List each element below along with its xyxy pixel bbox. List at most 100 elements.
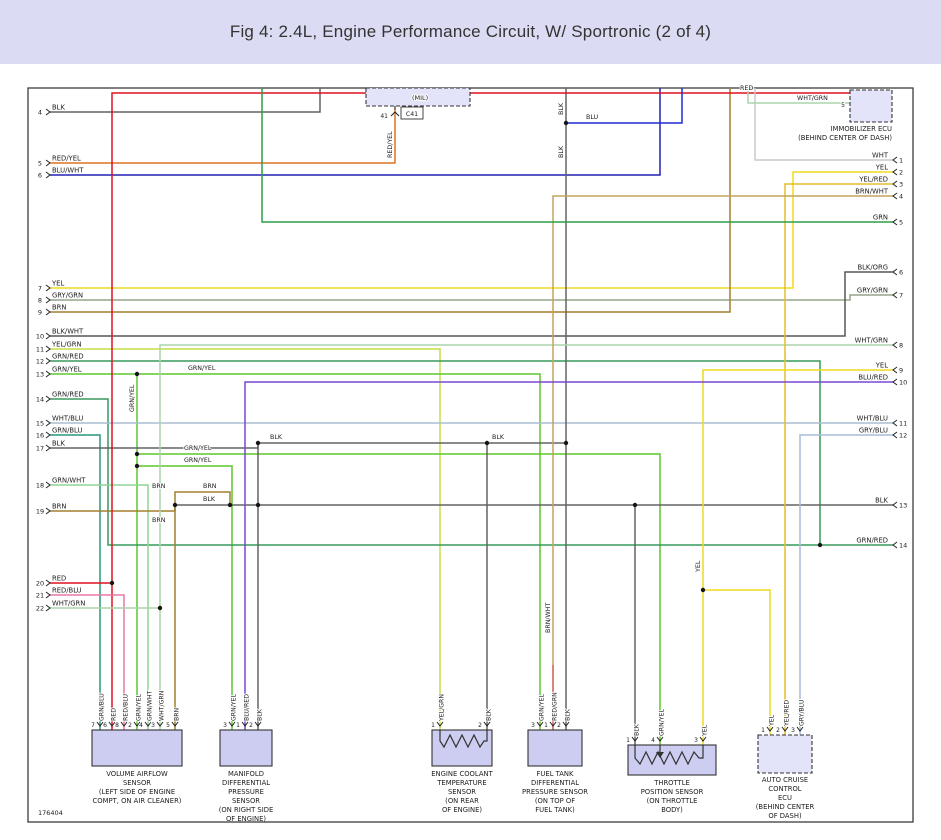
component-wire-label: RED <box>111 708 118 721</box>
component-pin-number: 2 <box>557 722 561 729</box>
right-pin-number: 9 <box>899 367 903 375</box>
component-pin-number: 7 <box>91 722 95 729</box>
wire-BRN <box>174 491 231 511</box>
immobilizer-caption: IMMOBILIZER ECU <box>831 125 892 133</box>
wire-YEL-GRN <box>50 348 441 730</box>
pin-tick <box>892 291 898 299</box>
component-pin-number: 3 <box>223 722 227 729</box>
left-pin-number: 8 <box>38 297 42 305</box>
wire-GRY-GRN <box>50 294 893 301</box>
component-box <box>757 734 813 774</box>
connector-id-box <box>400 106 424 120</box>
wire-BRN-WHT <box>552 195 893 665</box>
pin-tick <box>45 419 51 427</box>
mil-pin-number: 41 <box>380 113 388 120</box>
pin-tick <box>228 721 236 727</box>
component-wire-label: WHT/GRN <box>159 690 166 721</box>
pin-tick <box>120 721 128 727</box>
pin-tick <box>483 721 491 727</box>
right-pin-number: 10 <box>899 379 907 387</box>
left-pin-label: RED <box>52 575 66 583</box>
component-pin-number: 1 <box>544 722 548 729</box>
pin-tick <box>699 736 707 742</box>
right-pin-label: GRN/RED <box>856 537 888 545</box>
wire-WHT <box>754 88 893 161</box>
left-pin-number: 11 <box>36 346 44 354</box>
pin-tick <box>45 395 51 403</box>
junction-dot <box>134 371 140 377</box>
pin-tick <box>436 721 444 727</box>
left-pin-number: 15 <box>36 420 44 428</box>
wire-label-vertical: BLK <box>558 145 565 158</box>
pin-tick <box>45 370 51 378</box>
wire-BLK <box>50 88 321 113</box>
component-caption: TEMPERATURE <box>436 779 486 787</box>
right-pin-label: GRY/GRN <box>857 287 888 295</box>
pin-tick <box>45 296 51 304</box>
component-pin-number: 1 <box>431 722 435 729</box>
pin-tick <box>45 159 51 167</box>
component-pin-number: 3 <box>694 737 698 744</box>
component-caption: (BEHIND CENTER <box>756 803 815 811</box>
component-wire-label: GRN/YEL <box>231 694 238 721</box>
wire-YEL-RED <box>784 183 893 735</box>
junction-dot <box>134 463 140 469</box>
component-pin-number: 8 <box>115 722 119 729</box>
pin-tick <box>536 721 544 727</box>
wire-RED-BLU <box>50 594 125 730</box>
component-caption: FUEL TANK <box>537 770 574 778</box>
left-pin-label: WHT/BLU <box>52 415 83 423</box>
immobilizer-caption: (BEHIND CENTER OF DASH) <box>798 134 892 142</box>
pin-tick <box>796 726 804 732</box>
junction-dot <box>109 580 115 586</box>
left-pin-number: 9 <box>38 309 42 317</box>
component-wire-label: BRN <box>174 707 181 721</box>
pin-tick <box>45 332 51 340</box>
component-caption: SENSOR <box>448 788 476 796</box>
pin-tick <box>45 431 51 439</box>
junction-dot <box>817 542 823 548</box>
component-wire-label: RED/GRN <box>552 692 559 721</box>
pin-tick <box>241 721 249 727</box>
wire-label: WHT/GRN <box>797 95 828 102</box>
wire-RED <box>111 92 852 730</box>
wire-GRN-BLU <box>50 434 101 730</box>
component-pin-number: 2 <box>478 722 482 729</box>
pin-tick <box>656 736 664 742</box>
junction-dot <box>134 451 140 457</box>
right-pin-number: 12 <box>899 432 907 440</box>
pin-tick <box>45 108 51 116</box>
component-box <box>527 729 583 767</box>
component-pin-number: 4 <box>139 722 143 729</box>
pin-tick <box>171 721 179 727</box>
component-caption: BODY) <box>661 806 683 814</box>
component-pin-number: 1 <box>626 737 630 744</box>
pin-tick <box>156 721 164 727</box>
component-box <box>91 729 183 767</box>
component-caption: VOLUME AIRFLOW <box>106 770 168 778</box>
pin-tick <box>892 378 898 386</box>
component-symbol <box>439 730 488 749</box>
component-wire-label: YEL/GRN <box>439 694 446 722</box>
pin-tick <box>96 721 104 727</box>
component-wire-label: BLK <box>257 708 264 721</box>
pin-tick <box>390 111 400 117</box>
wire-label-vertical: BRN/WHT <box>545 603 552 633</box>
component-caption: (LEFT SIDE OF ENGINE <box>99 788 175 796</box>
left-pin-number: 17 <box>36 445 44 453</box>
pin-tick <box>892 341 898 349</box>
immobilizer-pin-number: 5 <box>841 102 845 109</box>
wire-BLK-WHT <box>50 271 893 337</box>
wire-GRN-YEL <box>137 453 661 745</box>
component-caption: MANIFOLD <box>228 770 264 778</box>
figure-title: Fig 4: 2.4L, Engine Performance Circuit,… <box>229 22 712 41</box>
junction-dot <box>227 502 233 508</box>
right-pin-number: 3 <box>899 181 903 189</box>
pin-tick <box>892 192 898 200</box>
wire-GRN-RED <box>50 398 893 546</box>
connector-id: C41 <box>406 111 418 118</box>
left-pin-label: WHT/GRN <box>52 600 85 608</box>
wire-WHT-GRN <box>159 344 893 730</box>
left-pin-label: BLU/WHT <box>52 167 84 175</box>
right-pin-number: 14 <box>899 542 907 550</box>
